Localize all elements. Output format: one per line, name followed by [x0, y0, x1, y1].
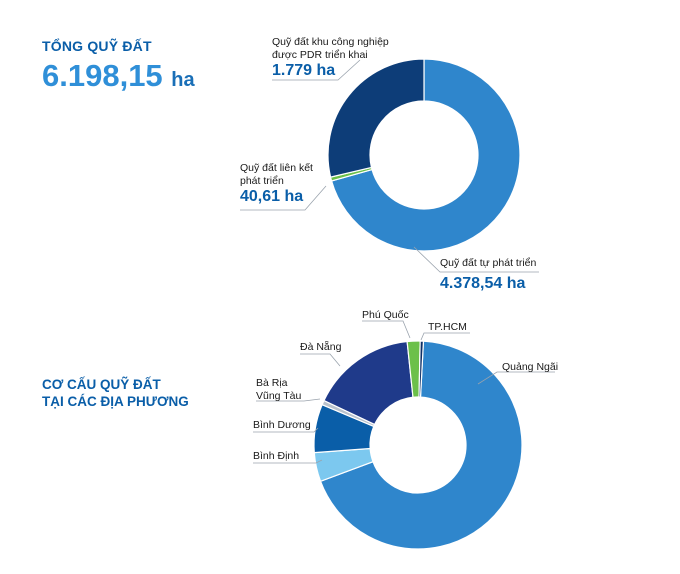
- leader-binh-duong: [253, 427, 319, 433]
- label-linked: Quỹ đất liên kết phát triển: [240, 162, 313, 187]
- leader-binh-dinh: [253, 459, 323, 464]
- leader-da-nang: [300, 353, 341, 367]
- label-brvt: Bà Rịa Vũng Tàu: [256, 377, 301, 402]
- total-land-slice-2: [327, 58, 425, 178]
- leader-phu-quoc: [362, 320, 411, 339]
- structure-title: CƠ CẤU QUỸ ĐẤT TẠI CÁC ĐỊA PHƯƠNG: [42, 376, 189, 410]
- label-quang-ngai: Quảng Ngãi: [502, 361, 559, 373]
- leader-lines: [240, 59, 555, 464]
- structure-title-line2: TẠI CÁC ĐỊA PHƯƠNG: [42, 394, 189, 409]
- total-land-slice-0: [330, 58, 521, 252]
- regional-slice-6: [418, 340, 425, 398]
- total-land-donut: [327, 58, 521, 252]
- label-industrial-line2: được PDR triển khai: [272, 48, 368, 61]
- label-industrial: Quỹ đất khu công nghiệp được PDR triển k…: [272, 36, 389, 61]
- total-land-value: 6.198,15 ha: [42, 58, 195, 94]
- label-binh-duong: Bình Dương: [253, 419, 311, 431]
- leader-industrial: [272, 59, 361, 81]
- label-linked-line2: phát triển: [240, 174, 284, 187]
- value-linked: 40,61 ha: [240, 188, 304, 205]
- label-industrial-line1: Quỹ đất khu công nghiệp: [272, 36, 389, 48]
- value-self: 4.378,54 ha: [440, 275, 526, 292]
- leader-self: [413, 246, 539, 273]
- value-industrial: 1.779 ha: [272, 62, 336, 79]
- label-da-nang: Đà Nẵng: [300, 341, 342, 353]
- leader-tphcm: [420, 332, 470, 341]
- leader-brvt: [256, 398, 321, 402]
- leader-linked: [240, 185, 327, 211]
- label-tphcm: TP.HCM: [428, 321, 467, 333]
- total-land-number: 6.198,15: [42, 58, 163, 93]
- label-phu-quoc: Phú Quốc: [362, 309, 409, 321]
- total-land-title: TỔNG QUỸ ĐẤT: [42, 38, 152, 54]
- label-brvt-line1: Bà Rịa: [256, 377, 288, 389]
- structure-title-line1: CƠ CẤU QUỸ ĐẤT: [42, 377, 161, 392]
- label-brvt-line2: Vũng Tàu: [256, 389, 302, 402]
- regional-slice-0: [319, 340, 523, 550]
- label-self: Quỹ đất tự phát triển: [440, 257, 537, 269]
- total-land-unit: ha: [171, 69, 195, 91]
- label-linked-line1: Quỹ đất liên kết: [240, 162, 313, 174]
- label-binh-dinh: Bình Định: [253, 450, 300, 462]
- regional-structure-donut: [313, 340, 523, 550]
- leader-quang-ngai: [477, 371, 555, 385]
